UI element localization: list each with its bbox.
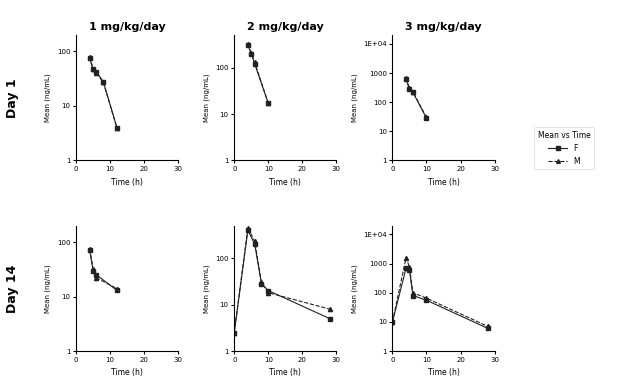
M: [264, 101, 272, 106]
M: [113, 125, 120, 130]
F: [423, 298, 430, 303]
M: [231, 330, 238, 335]
F: [100, 79, 107, 84]
M: [100, 80, 107, 85]
F: [231, 330, 238, 335]
F: [89, 67, 97, 72]
F: [409, 293, 417, 298]
X-axis label: Time (h): Time (h): [427, 177, 460, 186]
Line: F: F: [232, 228, 332, 335]
F: [251, 62, 259, 66]
F: [264, 101, 272, 106]
Line: F: F: [87, 56, 119, 130]
Title: 3 mg/kg/day: 3 mg/kg/day: [405, 21, 482, 32]
F: [326, 316, 333, 321]
F: [113, 288, 120, 292]
M: [251, 239, 259, 244]
M: [89, 267, 97, 271]
F: [423, 116, 430, 121]
M: [423, 115, 430, 120]
F: [93, 273, 100, 277]
Line: F: F: [404, 77, 429, 121]
F: [113, 125, 120, 130]
M: [406, 265, 413, 269]
X-axis label: Time (h): Time (h): [269, 177, 301, 186]
Line: M: M: [246, 42, 270, 105]
F: [86, 56, 93, 61]
M: [244, 225, 252, 230]
F: [389, 319, 396, 324]
F: [247, 51, 255, 56]
M: [484, 324, 491, 329]
M: [326, 307, 333, 311]
M: [86, 246, 93, 251]
M: [93, 275, 100, 280]
F: [93, 70, 100, 74]
F: [402, 77, 410, 82]
Line: M: M: [391, 255, 490, 328]
M: [423, 296, 430, 301]
Legend: F, M: F, M: [534, 127, 595, 169]
Text: Day 1: Day 1: [6, 78, 19, 118]
X-axis label: Time (h): Time (h): [111, 177, 143, 186]
M: [406, 86, 413, 90]
X-axis label: Time (h): Time (h): [269, 368, 301, 377]
F: [264, 288, 272, 293]
M: [93, 71, 100, 76]
Line: F: F: [87, 248, 119, 292]
Y-axis label: Mean (ng/mL): Mean (ng/mL): [351, 73, 358, 122]
Text: Day 14: Day 14: [6, 264, 19, 312]
M: [389, 319, 396, 324]
F: [89, 268, 97, 273]
X-axis label: Time (h): Time (h): [427, 368, 460, 377]
M: [86, 55, 93, 59]
Y-axis label: Mean (ng/mL): Mean (ng/mL): [203, 73, 210, 122]
F: [409, 90, 417, 94]
M: [251, 60, 259, 65]
Y-axis label: Mean (ng/mL): Mean (ng/mL): [45, 73, 51, 122]
Line: F: F: [391, 266, 490, 330]
M: [264, 291, 272, 295]
F: [406, 87, 413, 92]
M: [257, 280, 265, 285]
X-axis label: Time (h): Time (h): [111, 368, 143, 377]
Title: 2 mg/kg/day: 2 mg/kg/day: [247, 21, 324, 32]
F: [257, 282, 265, 286]
Line: F: F: [246, 43, 270, 105]
Line: M: M: [404, 76, 429, 119]
M: [402, 76, 410, 80]
M: [113, 286, 120, 291]
M: [247, 50, 255, 55]
M: [409, 89, 417, 94]
Line: M: M: [232, 226, 332, 335]
Line: M: M: [87, 247, 119, 291]
Y-axis label: Mean (ng/mL): Mean (ng/mL): [351, 264, 358, 313]
M: [89, 67, 97, 71]
M: [244, 42, 252, 46]
Y-axis label: Mean (ng/mL): Mean (ng/mL): [45, 264, 51, 313]
Y-axis label: Mean (ng/mL): Mean (ng/mL): [203, 264, 210, 313]
Title: 1 mg/kg/day: 1 mg/kg/day: [89, 21, 165, 32]
F: [402, 266, 410, 270]
M: [409, 291, 417, 295]
F: [406, 268, 413, 272]
F: [244, 43, 252, 48]
M: [402, 255, 410, 260]
F: [244, 228, 252, 232]
F: [86, 248, 93, 253]
F: [251, 242, 259, 246]
Line: M: M: [87, 55, 119, 130]
F: [484, 326, 491, 331]
